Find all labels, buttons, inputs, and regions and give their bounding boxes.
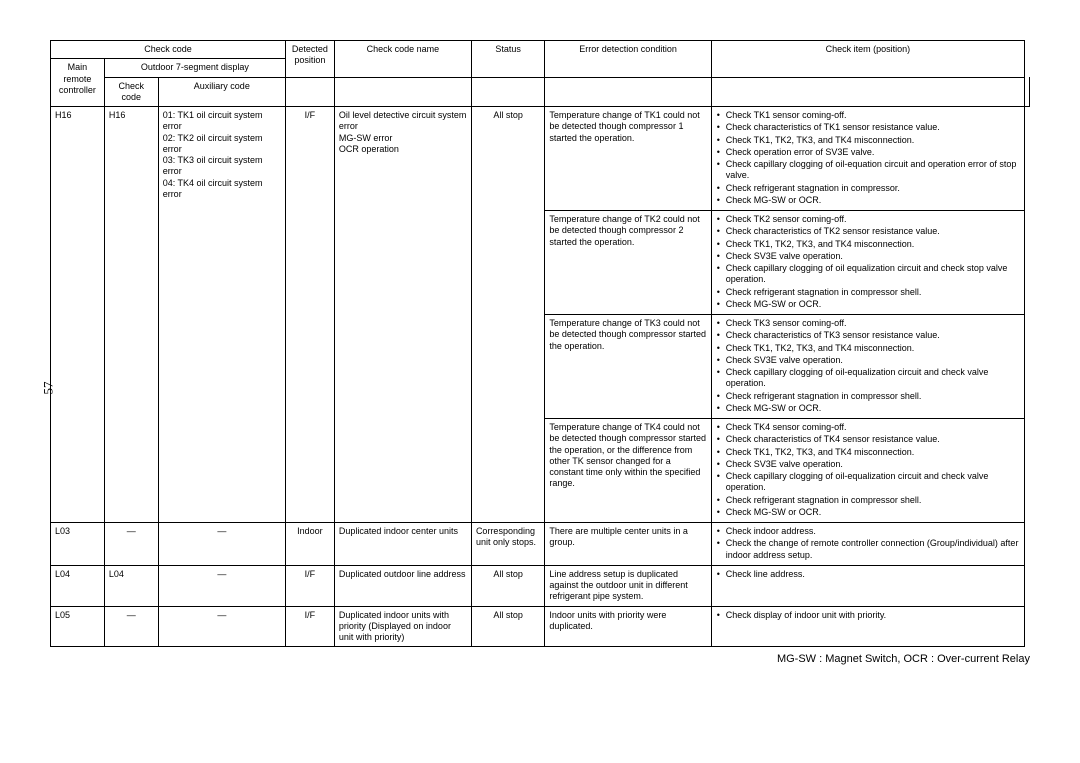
cell-aux: — (158, 606, 285, 647)
table-row: H16 H16 01: TK1 oil circuit system error… (51, 107, 1030, 211)
cell-items: Check indoor address. Check the change o… (711, 523, 1024, 566)
cell-cond: There are multiple center units in a gro… (545, 523, 711, 566)
cell-check: L04 (104, 565, 158, 606)
cell-detpos: I/F (285, 107, 334, 523)
cell-cond: Line address setup is duplicated against… (545, 565, 711, 606)
cell-items: Check TK1 sensor coming-off. Check chara… (711, 107, 1024, 211)
cell-check: — (104, 523, 158, 566)
error-code-table: Check code Detected position Check code … (50, 40, 1030, 647)
cell-items: Check TK4 sensor coming-off. Check chara… (711, 419, 1024, 523)
hdr-outdoor7: Outdoor 7-segment display (104, 59, 285, 77)
cell-status: All stop (471, 107, 544, 523)
cell-detpos: I/F (285, 565, 334, 606)
cell-cond: Indoor units with priority were duplicat… (545, 606, 711, 647)
cell-check: H16 (104, 107, 158, 523)
cell-items: Check TK2 sensor coming-off. Check chara… (711, 211, 1024, 315)
cell-status: Corresponding unit only stops. (471, 523, 544, 566)
cell-detpos: Indoor (285, 523, 334, 566)
hdr-error-cond: Error detection condition (545, 41, 711, 78)
cell-check: — (104, 606, 158, 647)
cell-cond: Temperature change of TK4 could not be d… (545, 419, 711, 523)
hdr-auxiliary: Auxiliary code (158, 77, 285, 107)
table-body: H16 H16 01: TK1 oil circuit system error… (51, 107, 1030, 647)
footer-note: MG-SW : Magnet Switch, OCR : Over-curren… (50, 653, 1030, 665)
cell-status: All stop (471, 606, 544, 647)
page-number: 57 (41, 382, 57, 395)
hdr-main-remote: Main remote controller (51, 59, 105, 107)
hdr-detected-pos: Detected position (285, 41, 334, 78)
hdr-check-item: Check item (position) (711, 41, 1024, 78)
cell-items: Check display of indoor unit with priori… (711, 606, 1024, 647)
cell-aux: — (158, 565, 285, 606)
cell-items: Check TK3 sensor coming-off. Check chara… (711, 315, 1024, 419)
cell-aux: 01: TK1 oil circuit system error 02: TK2… (158, 107, 285, 523)
table-row: L05 — — I/F Duplicated indoor units with… (51, 606, 1030, 647)
cell-name: Oil level detective circuit system error… (334, 107, 471, 523)
cell-name: Duplicated outdoor line address (334, 565, 471, 606)
hdr-check-code-sub: Check code (104, 77, 158, 107)
cell-name: Duplicated indoor units with priority (D… (334, 606, 471, 647)
hdr-status: Status (471, 41, 544, 78)
cell-cond: Temperature change of TK1 could not be d… (545, 107, 711, 211)
cell-status: All stop (471, 565, 544, 606)
table-row: L03 — — Indoor Duplicated indoor center … (51, 523, 1030, 566)
cell-aux: — (158, 523, 285, 566)
cell-cond: Temperature change of TK2 could not be d… (545, 211, 711, 315)
cell-cond: Temperature change of TK3 could not be d… (545, 315, 711, 419)
cell-main: L05 (51, 606, 105, 647)
hdr-check-code: Check code (51, 41, 286, 59)
cell-name: Duplicated indoor center units (334, 523, 471, 566)
table-header: Check code Detected position Check code … (51, 41, 1030, 107)
cell-main: L04 (51, 565, 105, 606)
cell-main: L03 (51, 523, 105, 566)
hdr-check-code-name: Check code name (334, 41, 471, 78)
cell-main: H16 (51, 107, 105, 523)
cell-items: Check line address. (711, 565, 1024, 606)
table-row: L04 L04 — I/F Duplicated outdoor line ad… (51, 565, 1030, 606)
cell-detpos: I/F (285, 606, 334, 647)
